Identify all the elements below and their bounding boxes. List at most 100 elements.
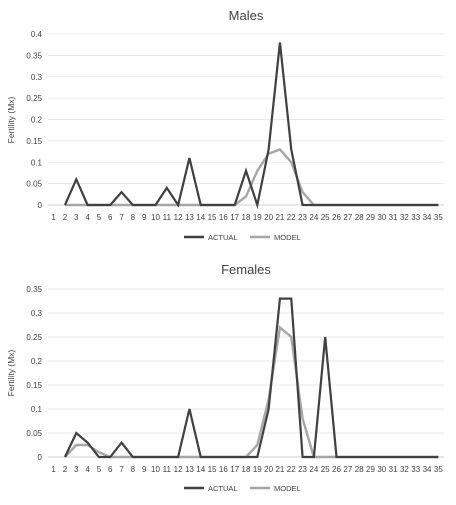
y-tick-label: 0.25 <box>26 94 42 103</box>
x-tick-label: 10 <box>151 465 160 474</box>
legend-label-model: MODEL <box>274 233 301 242</box>
legend-label-actual: ACTUAL <box>208 484 238 493</box>
x-tick-label: 32 <box>400 465 409 474</box>
x-tick-label: 21 <box>275 465 284 474</box>
x-tick-label: 32 <box>400 213 409 222</box>
x-tick-label: 1 <box>51 465 56 474</box>
x-tick-label: 23 <box>298 213 307 222</box>
y-tick-label: 0.2 <box>31 116 43 125</box>
x-tick-label: 29 <box>366 213 375 222</box>
x-tick-label: 2 <box>63 465 68 474</box>
x-tick-label: 27 <box>343 213 352 222</box>
x-tick-label: 12 <box>174 465 183 474</box>
x-tick-label: 8 <box>131 465 136 474</box>
y-tick-label: 0.15 <box>26 381 42 390</box>
x-tick-label: 31 <box>389 213 398 222</box>
x-tick-label: 28 <box>355 213 364 222</box>
y-axis-label: Fertility (Mx) <box>6 349 16 396</box>
x-tick-label: 5 <box>97 213 102 222</box>
x-tick-label: 16 <box>219 465 228 474</box>
series-line-model <box>64 325 439 459</box>
x-tick-label: 13 <box>185 213 194 222</box>
x-tick-label: 25 <box>321 213 330 222</box>
x-tick-label: 17 <box>230 465 239 474</box>
y-tick-label: 0.25 <box>26 333 42 342</box>
x-tick-label: 9 <box>142 465 147 474</box>
x-tick-label: 30 <box>377 213 386 222</box>
series-line-model <box>64 148 439 207</box>
x-tick-label: 24 <box>309 213 318 222</box>
x-tick-label: 15 <box>208 465 217 474</box>
x-tick-label: 23 <box>298 465 307 474</box>
y-tick-label: 0 <box>38 453 43 462</box>
x-tick-label: 13 <box>185 465 194 474</box>
x-tick-label: 29 <box>366 465 375 474</box>
x-tick-label: 30 <box>377 465 386 474</box>
x-tick-label: 8 <box>131 213 136 222</box>
x-tick-label: 19 <box>253 213 262 222</box>
x-tick-label: 26 <box>332 213 341 222</box>
x-tick-label: 14 <box>196 213 205 222</box>
x-tick-label: 17 <box>230 213 239 222</box>
y-tick-label: 0.4 <box>31 30 43 39</box>
x-tick-label: 2 <box>63 213 68 222</box>
x-tick-label: 7 <box>119 213 124 222</box>
x-tick-label: 14 <box>196 465 205 474</box>
x-tick-label: 10 <box>151 213 160 222</box>
x-tick-label: 21 <box>275 213 284 222</box>
legend-label-actual: ACTUAL <box>208 233 238 242</box>
y-tick-label: 0.1 <box>31 405 43 414</box>
x-tick-label: 33 <box>411 465 420 474</box>
x-tick-label: 16 <box>219 213 228 222</box>
y-tick-label: 0.3 <box>31 309 43 318</box>
x-tick-label: 12 <box>174 213 183 222</box>
x-tick-label: 20 <box>264 465 273 474</box>
x-tick-label: 6 <box>108 465 113 474</box>
x-tick-label: 33 <box>411 213 420 222</box>
x-tick-label: 22 <box>287 465 296 474</box>
x-tick-label: 27 <box>343 465 352 474</box>
y-axis-label: Fertility (Mx) <box>6 96 16 143</box>
x-tick-label: 24 <box>309 465 318 474</box>
y-tick-label: 0.35 <box>26 51 42 60</box>
x-tick-label: 4 <box>85 465 90 474</box>
y-tick-label: 0.1 <box>31 158 43 167</box>
y-tick-label: 0.2 <box>31 357 43 366</box>
y-tick-label: 0 <box>38 201 43 210</box>
x-tick-label: 9 <box>142 213 147 222</box>
chart-title: Females <box>221 262 271 277</box>
legend-label-model: MODEL <box>274 484 301 493</box>
series-line-actual <box>63 297 439 459</box>
x-tick-label: 18 <box>242 465 251 474</box>
x-tick-label: 25 <box>321 465 330 474</box>
y-tick-label: 0.15 <box>26 137 42 146</box>
x-tick-label: 15 <box>208 213 217 222</box>
x-tick-label: 4 <box>85 213 90 222</box>
x-tick-label: 26 <box>332 465 341 474</box>
x-tick-label: 5 <box>97 465 102 474</box>
x-tick-label: 6 <box>108 213 113 222</box>
x-tick-label: 20 <box>264 213 273 222</box>
y-tick-label: 0.05 <box>26 429 42 438</box>
x-tick-label: 35 <box>434 213 443 222</box>
x-tick-label: 34 <box>423 213 432 222</box>
x-tick-label: 22 <box>287 213 296 222</box>
chart-title: Males <box>229 8 264 23</box>
series-line-actual <box>63 42 439 210</box>
y-tick-label: 0.35 <box>26 285 42 294</box>
x-tick-label: 11 <box>163 465 172 474</box>
x-tick-label: 7 <box>119 465 124 474</box>
x-tick-label: 35 <box>434 465 443 474</box>
x-tick-label: 28 <box>355 465 364 474</box>
x-tick-label: 34 <box>423 465 432 474</box>
x-tick-label: 18 <box>242 213 251 222</box>
x-tick-label: 11 <box>163 213 172 222</box>
x-tick-label: 19 <box>253 465 262 474</box>
y-tick-label: 0.05 <box>26 180 42 189</box>
x-tick-label: 3 <box>74 465 79 474</box>
x-tick-label: 31 <box>389 465 398 474</box>
